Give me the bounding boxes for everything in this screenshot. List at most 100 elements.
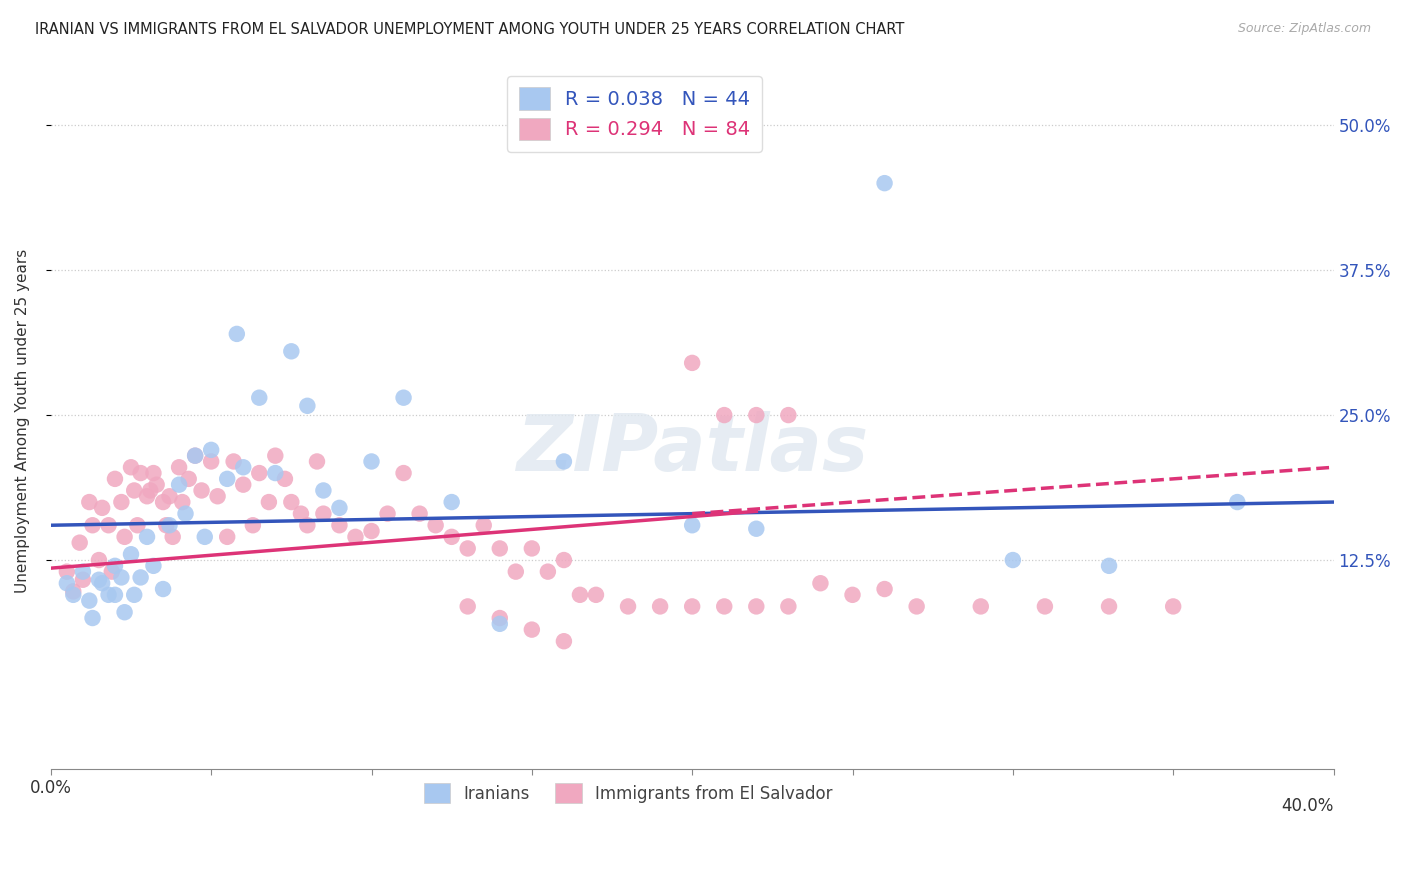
Point xyxy=(505,565,527,579)
Point xyxy=(568,588,591,602)
Point xyxy=(537,565,560,579)
Point xyxy=(127,518,149,533)
Point xyxy=(62,584,84,599)
Text: IRANIAN VS IMMIGRANTS FROM EL SALVADOR UNEMPLOYMENT AMONG YOUTH UNDER 25 YEARS C: IRANIAN VS IMMIGRANTS FROM EL SALVADOR U… xyxy=(35,22,904,37)
Point xyxy=(159,518,181,533)
Point xyxy=(217,472,239,486)
Point xyxy=(264,466,287,480)
Point xyxy=(97,588,120,602)
Point xyxy=(617,599,640,614)
Point xyxy=(648,599,671,614)
Point xyxy=(87,573,110,587)
Text: ZIPatlas: ZIPatlas xyxy=(516,410,869,487)
Point xyxy=(841,588,863,602)
Point xyxy=(104,588,127,602)
Point xyxy=(207,489,229,503)
Point xyxy=(810,576,832,591)
Point xyxy=(1098,558,1121,573)
Point xyxy=(114,605,136,619)
Point xyxy=(222,454,245,468)
Point xyxy=(91,500,114,515)
Point xyxy=(392,466,415,480)
Text: Source: ZipAtlas.com: Source: ZipAtlas.com xyxy=(1237,22,1371,36)
Point xyxy=(297,518,319,533)
Text: 40.0%: 40.0% xyxy=(1281,797,1333,814)
Point xyxy=(62,588,84,602)
Point xyxy=(1033,599,1056,614)
Point xyxy=(142,466,165,480)
Point xyxy=(200,454,222,468)
Point xyxy=(167,477,190,491)
Point xyxy=(488,616,510,631)
Point xyxy=(87,553,110,567)
Point xyxy=(114,530,136,544)
Point xyxy=(159,489,181,503)
Point xyxy=(217,530,239,544)
Point xyxy=(129,570,152,584)
Point xyxy=(247,391,270,405)
Y-axis label: Unemployment Among Youth under 25 years: Unemployment Among Youth under 25 years xyxy=(15,249,30,593)
Point xyxy=(184,449,207,463)
Point xyxy=(129,466,152,480)
Point xyxy=(104,558,127,573)
Point xyxy=(264,449,287,463)
Point xyxy=(232,460,254,475)
Point xyxy=(312,483,335,498)
Point xyxy=(440,530,463,544)
Point xyxy=(167,460,190,475)
Point xyxy=(312,507,335,521)
Point xyxy=(110,570,132,584)
Point xyxy=(553,634,575,648)
Point xyxy=(155,518,177,533)
Point xyxy=(91,576,114,591)
Point xyxy=(120,460,142,475)
Point xyxy=(120,547,142,561)
Point xyxy=(136,489,159,503)
Point xyxy=(1098,599,1121,614)
Point xyxy=(97,518,120,533)
Point xyxy=(778,408,800,422)
Point xyxy=(69,535,91,549)
Point xyxy=(280,495,302,509)
Point xyxy=(122,483,145,498)
Point xyxy=(290,507,312,521)
Point xyxy=(713,599,735,614)
Point xyxy=(104,472,127,486)
Point xyxy=(305,454,328,468)
Point xyxy=(328,518,350,533)
Point xyxy=(713,408,735,422)
Point xyxy=(142,558,165,573)
Point xyxy=(681,599,703,614)
Point xyxy=(194,530,217,544)
Point xyxy=(360,454,382,468)
Point xyxy=(225,326,247,341)
Point xyxy=(873,176,896,190)
Point xyxy=(488,611,510,625)
Point xyxy=(172,495,194,509)
Point xyxy=(247,466,270,480)
Point xyxy=(360,524,382,538)
Point xyxy=(100,565,122,579)
Point xyxy=(778,599,800,614)
Point xyxy=(520,623,543,637)
Point xyxy=(585,588,607,602)
Point xyxy=(242,518,264,533)
Point xyxy=(681,356,703,370)
Point xyxy=(200,442,222,457)
Point xyxy=(553,553,575,567)
Point xyxy=(408,507,430,521)
Point xyxy=(392,391,415,405)
Point xyxy=(79,495,101,509)
Point xyxy=(970,599,993,614)
Point xyxy=(745,522,768,536)
Point xyxy=(745,408,768,422)
Point xyxy=(553,454,575,468)
Point xyxy=(1161,599,1184,614)
Point xyxy=(274,472,297,486)
Point xyxy=(440,495,463,509)
Point xyxy=(457,541,479,556)
Point xyxy=(184,449,207,463)
Point xyxy=(745,599,768,614)
Point xyxy=(905,599,928,614)
Point xyxy=(681,518,703,533)
